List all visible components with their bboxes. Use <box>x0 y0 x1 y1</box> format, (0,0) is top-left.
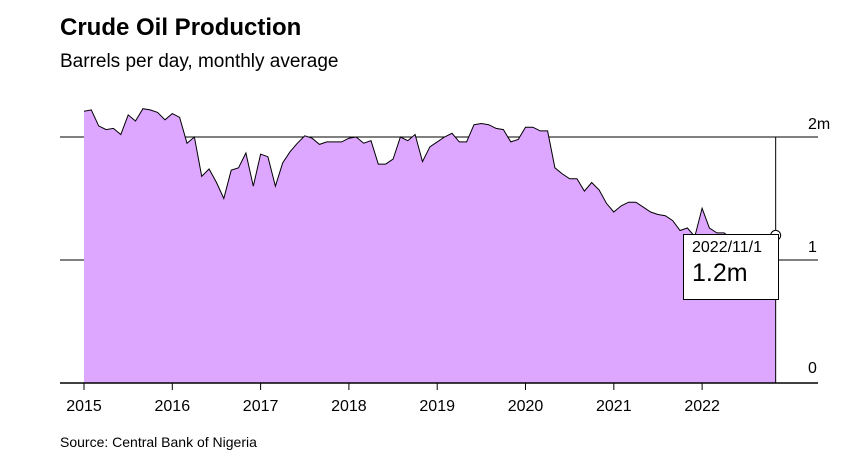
x-tick-label-2022: 2022 <box>684 398 720 415</box>
x-tick-label-2017: 2017 <box>243 398 279 415</box>
tooltip-value: 1.2m <box>692 259 748 287</box>
x-tick-label-2018: 2018 <box>331 398 367 415</box>
series-line <box>83 108 777 254</box>
y-tick-label-1: 1 <box>808 239 817 256</box>
chart-subtitle: Barrels per day, monthly average <box>60 51 339 72</box>
x-tick-label-2019: 2019 <box>419 398 455 415</box>
chart-title: Crude Oil Production <box>60 14 302 41</box>
area-fill <box>84 108 776 383</box>
data-tooltip: 2022/11/1 1.2m <box>683 234 779 300</box>
x-tick-label-2021: 2021 <box>596 398 632 415</box>
x-tick-label-2016: 2016 <box>155 398 191 415</box>
source-note: Source: Central Bank of Nigeria <box>60 434 257 450</box>
x-tick-label-2020: 2020 <box>508 398 544 415</box>
tooltip-date: 2022/11/1 <box>692 239 762 256</box>
x-tick-label-2015: 2015 <box>66 398 102 415</box>
y-tick-label-0: 0 <box>808 360 817 377</box>
y-tick-label-2m: 2m <box>808 116 830 133</box>
